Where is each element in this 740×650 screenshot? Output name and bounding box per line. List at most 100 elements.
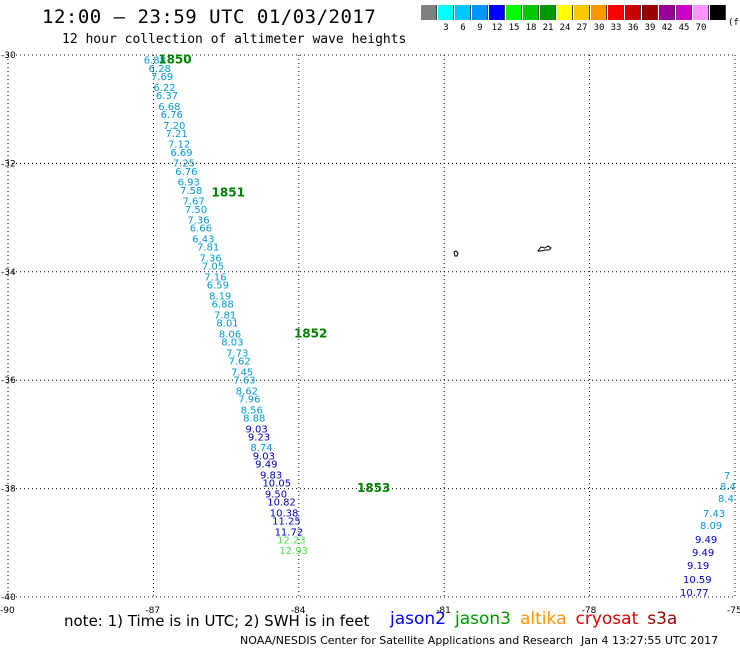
swh-value: 7.62	[229, 357, 251, 368]
colorbar-label: 12	[491, 23, 503, 33]
swh-value: 8.09	[700, 521, 722, 532]
lon-tick-label: -78	[582, 606, 597, 616]
colorbar-swatch	[574, 5, 590, 20]
swh-value: 6.59	[207, 281, 229, 292]
swh-value: 9.49	[692, 548, 714, 559]
colorbar-swatch	[676, 5, 692, 20]
colorbar-unit: (ft)	[728, 18, 740, 28]
swh-value: 8.62	[236, 386, 258, 397]
map-title: 12:00 – 23:59 UTC 01/03/2017	[42, 6, 377, 28]
swh-value: 6.22	[153, 83, 175, 94]
swh-value: 7.50	[185, 205, 207, 216]
swh-value: 7.21	[166, 129, 188, 140]
lat-tick-label: -38	[1, 485, 16, 495]
swh-value: 10.82	[267, 497, 296, 508]
island-small	[453, 250, 459, 257]
swh-value: 6.88	[212, 300, 234, 311]
pass-time-label: 1852	[294, 326, 327, 340]
swh-value: 8.4	[720, 482, 736, 493]
colorbar-label: 36	[627, 23, 639, 33]
satellite-legend-cryosat: cryosat	[575, 609, 639, 629]
swh-value: 6.88	[144, 56, 166, 67]
swh-value: 9.03	[253, 451, 275, 462]
swh-value: 10.38	[270, 508, 299, 519]
colorbar-swatch	[557, 5, 573, 20]
colorbar-label: 15	[508, 23, 520, 33]
satellite-legend-jason2: jason2	[390, 609, 446, 629]
swh-value: 8.74	[250, 443, 272, 454]
swh-value: 7.25	[173, 159, 195, 170]
swh-value: 6.37	[156, 91, 178, 102]
colorbar-label: 9	[477, 23, 483, 33]
swh-value: 7.69	[151, 72, 173, 83]
colorbar-swatch	[693, 5, 709, 20]
colorbar-label: 33	[610, 23, 622, 33]
lat-lon-grid	[7, 54, 736, 598]
lon-tick-label: -75	[727, 606, 740, 616]
lat-tick-label: -34	[1, 268, 16, 278]
swh-value: 8.06	[219, 329, 241, 340]
colorbar-swatch	[489, 5, 505, 20]
swh-value: 8.01	[216, 319, 238, 330]
pass-time-label: 1850	[158, 53, 191, 67]
swh-value: 6.43	[192, 235, 214, 246]
swh-value: 8.03	[221, 338, 243, 349]
colorbar-swatch	[591, 5, 607, 20]
satellite-legend-altika: altika	[520, 609, 567, 629]
swh-value: 9.49	[695, 535, 717, 546]
swh-value: 9.49	[255, 460, 277, 471]
swh-value: 6.28	[149, 64, 171, 75]
satellite-legend-jason3: jason3	[455, 609, 511, 629]
colorbar-swatch	[625, 5, 641, 20]
swh-value: 7.58	[180, 186, 202, 197]
colorbar-swatch	[659, 5, 675, 20]
swh-value: 6.68	[158, 102, 180, 113]
lat-tick-label: -32	[1, 159, 16, 169]
swh-value: 7.36	[199, 254, 221, 265]
swh-value: 7.36	[187, 216, 209, 227]
colorbar-swatch	[710, 5, 726, 20]
colorbar-label: 3	[443, 23, 449, 33]
swh-value: 10.77	[680, 588, 709, 599]
colorbar-label: 70	[695, 23, 707, 33]
swh-value: 8.56	[241, 405, 263, 416]
swh-value: 9.03	[245, 424, 267, 435]
swh-value: 9.83	[260, 470, 282, 481]
units-note: note: 1) Time is in UTC; 2) SWH is in fe…	[64, 612, 370, 630]
colorbar-label: 42	[661, 23, 673, 33]
lat-tick-label: -30	[1, 51, 16, 61]
colorbar-swatch	[421, 5, 437, 20]
pass-time-label: 1851	[212, 186, 245, 200]
colorbar-swatch	[472, 5, 488, 20]
colorbar-swatch	[642, 5, 658, 20]
lat-tick-label: -36	[1, 376, 16, 386]
lon-tick-label: -87	[145, 606, 160, 616]
colorbar-swatch	[608, 5, 624, 20]
swh-value: 10.59	[683, 575, 712, 586]
swh-value: 7.45	[231, 367, 253, 378]
colorbar-swatch	[523, 5, 539, 20]
pass-time-labels: 1850 1851 1852 1853	[158, 53, 390, 495]
swh-value: 6.76	[175, 167, 197, 178]
colorbar-label: 18	[525, 23, 537, 33]
swh-value: 9.50	[265, 489, 287, 500]
jason2-track: 6.886.287.696.226.376.686.767.207.217.12…	[144, 56, 308, 558]
colorbar-label: 27	[576, 23, 588, 33]
swh-value: 7.43	[703, 509, 725, 520]
swh-value: 7.20	[163, 121, 185, 132]
axis-tick-labels: -30 -32 -34 -36 -38 -40 -90 -87 -84 -81 -78 -75	[0, 51, 740, 616]
swh-value: 6.76	[161, 110, 183, 121]
pass-time-label: 1853	[357, 481, 390, 495]
swh-value: 7.63	[233, 375, 255, 386]
swh-value: 9.23	[248, 432, 270, 443]
map-subtitle: 12 hour collection of altimeter wave hei…	[62, 32, 407, 47]
swh-value: 7.16	[204, 273, 226, 284]
colorbar-swatch	[506, 5, 522, 20]
island-east	[537, 245, 552, 252]
satellite-legend-s3a: s3a	[647, 609, 678, 629]
swh-value: 7.96	[238, 394, 260, 405]
swh-value: 7.73	[226, 348, 248, 359]
swh-value: 9.19	[687, 561, 709, 572]
